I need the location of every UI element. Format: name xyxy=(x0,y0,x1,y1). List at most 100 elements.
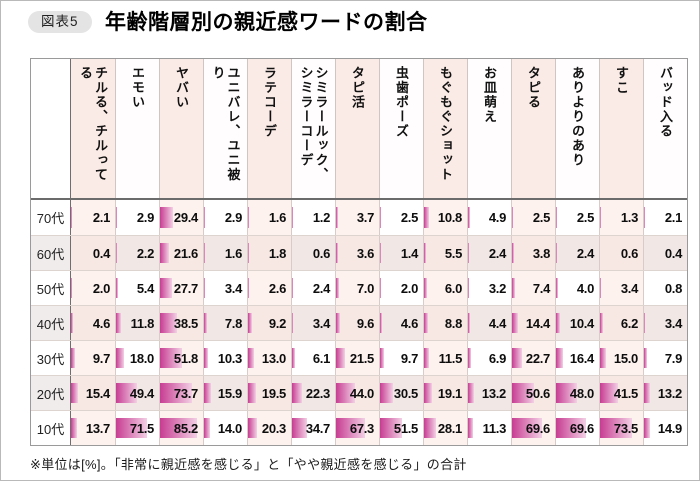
data-cell: 5.5 xyxy=(423,236,467,270)
data-cell: 0.4 xyxy=(71,236,115,270)
value-bar xyxy=(204,278,206,298)
cell-value: 34.7 xyxy=(305,420,330,436)
value-bar xyxy=(160,207,173,228)
cell-value: 69.6 xyxy=(569,420,594,436)
column-header: チルる、チルってる xyxy=(71,59,115,198)
value-bar xyxy=(600,278,602,298)
cell-value: 3.7 xyxy=(356,210,374,225)
data-cell: 4.6 xyxy=(379,306,423,340)
cell-value: 20.3 xyxy=(261,420,286,436)
data-cell: 51.5 xyxy=(379,411,423,445)
data-cell: 3.6 xyxy=(335,236,379,270)
cell-value: 14.0 xyxy=(217,420,242,436)
cell-value: 2.1 xyxy=(664,210,682,225)
cell-value: 1.6 xyxy=(224,245,242,261)
data-cell: 3.4 xyxy=(203,271,247,305)
data-cell: 8.8 xyxy=(423,306,467,340)
data-cell: 20.3 xyxy=(247,411,291,445)
cell-value: 11.5 xyxy=(438,350,463,366)
data-cell: 7.0 xyxy=(335,271,379,305)
data-cell: 38.5 xyxy=(159,306,203,340)
column-header: ヤバい xyxy=(159,59,203,198)
cell-value: 7.9 xyxy=(664,350,682,366)
cell-value: 9.7 xyxy=(400,350,418,366)
value-bar xyxy=(71,278,72,298)
data-cell: 30.5 xyxy=(379,376,423,410)
column-header-label: シミラールック、シミラーコーデ xyxy=(298,66,329,182)
cell-value: 10.8 xyxy=(437,210,462,225)
data-cell: 2.2 xyxy=(115,236,159,270)
column-header-label: すこ xyxy=(614,66,629,95)
cell-value: 6.9 xyxy=(488,350,506,366)
value-bar xyxy=(512,348,522,368)
value-bar xyxy=(336,313,341,333)
row-label: 20代 xyxy=(31,376,71,410)
cell-value: 15.9 xyxy=(217,385,242,401)
cell-value: 3.4 xyxy=(224,280,242,296)
value-bar xyxy=(600,418,632,438)
table-row: 50代 2.0 5.4 27.7 3.4 2.6 2.4 7.0 2.0 6.0 3.2 7.4 4.0… xyxy=(31,270,687,305)
data-cell: 73.5 xyxy=(599,411,643,445)
cell-value: 0.6 xyxy=(312,245,330,261)
value-bar xyxy=(116,418,147,438)
column-header-label: ラテコーデ xyxy=(262,66,277,139)
cell-value: 3.4 xyxy=(664,315,682,331)
cell-value: 0.6 xyxy=(620,245,638,261)
cell-value: 10.4 xyxy=(569,315,594,331)
data-cell: 13.7 xyxy=(71,411,115,445)
data-cell: 0.6 xyxy=(599,236,643,270)
table-row: 70代 2.1 2.9 29.4 2.9 1.6 1.2 3.7 2.5 10.8 4.9 2.5 2.… xyxy=(31,200,687,235)
table-row: 10代 13.7 71.5 85.2 14.0 20.3 34.7 67.3 51.5 28.1 1… xyxy=(31,410,687,445)
value-bar xyxy=(336,348,346,368)
data-cell: 22.3 xyxy=(291,376,335,410)
value-bar xyxy=(71,348,76,368)
cell-value: 2.9 xyxy=(136,210,154,225)
cell-value: 69.6 xyxy=(525,420,550,436)
cell-value: 2.4 xyxy=(488,245,506,261)
cell-value: 16.4 xyxy=(569,350,594,366)
value-bar xyxy=(644,418,651,438)
column-header: ありよりのあり xyxy=(555,59,599,198)
value-bar xyxy=(468,383,474,403)
row-label: 30代 xyxy=(31,341,71,375)
data-cell: 44.0 xyxy=(335,376,379,410)
cell-value: 5.4 xyxy=(136,280,154,296)
value-bar xyxy=(160,348,183,368)
data-cell: 27.7 xyxy=(159,271,203,305)
value-bar xyxy=(644,348,648,368)
data-cell: 0.8 xyxy=(643,271,687,305)
cell-value: 0.8 xyxy=(664,280,682,296)
data-cell: 1.6 xyxy=(247,200,291,235)
data-cell: 7.8 xyxy=(203,306,247,340)
cell-value: 4.4 xyxy=(488,315,506,331)
data-cell: 14.9 xyxy=(643,411,687,445)
cell-value: 3.4 xyxy=(312,315,330,331)
data-cell: 28.1 xyxy=(423,411,467,445)
table-row: 40代 4.6 11.8 38.5 7.8 9.2 3.4 9.6 4.6 8.8 4.4 14.4 1… xyxy=(31,305,687,340)
row-label: 10代 xyxy=(31,411,71,445)
figure-badge: 図表5 xyxy=(28,11,92,33)
column-header: もぐもぐショット xyxy=(423,59,467,198)
data-cell: 6.1 xyxy=(291,341,335,375)
value-bar xyxy=(248,243,249,263)
value-bar xyxy=(424,313,428,333)
table-corner-cell xyxy=(31,59,71,198)
cell-value: 1.2 xyxy=(312,210,330,225)
data-cell: 16.4 xyxy=(555,341,599,375)
data-cell: 1.3 xyxy=(599,200,643,235)
column-header-label: タピる xyxy=(526,66,541,110)
value-bar xyxy=(71,418,78,438)
cell-value: 6.2 xyxy=(620,315,638,331)
cell-value: 14.4 xyxy=(525,315,550,331)
cell-value: 2.4 xyxy=(312,280,330,296)
cell-value: 51.8 xyxy=(173,350,198,366)
value-bar xyxy=(600,348,607,368)
cell-value: 73.5 xyxy=(613,420,638,436)
data-cell: 1.6 xyxy=(203,236,247,270)
cell-value: 2.5 xyxy=(576,210,594,225)
cell-value: 19.1 xyxy=(437,385,462,401)
row-label: 60代 xyxy=(31,236,71,270)
data-cell: 21.5 xyxy=(335,341,379,375)
value-bar xyxy=(248,383,257,403)
